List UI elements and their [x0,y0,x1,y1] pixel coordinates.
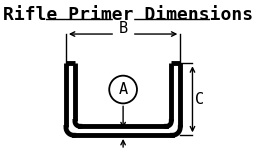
Text: C: C [195,92,204,107]
Text: A: A [119,82,128,97]
Text: B: B [119,21,128,36]
Text: Rifle Primer Dimensions: Rifle Primer Dimensions [3,6,253,24]
